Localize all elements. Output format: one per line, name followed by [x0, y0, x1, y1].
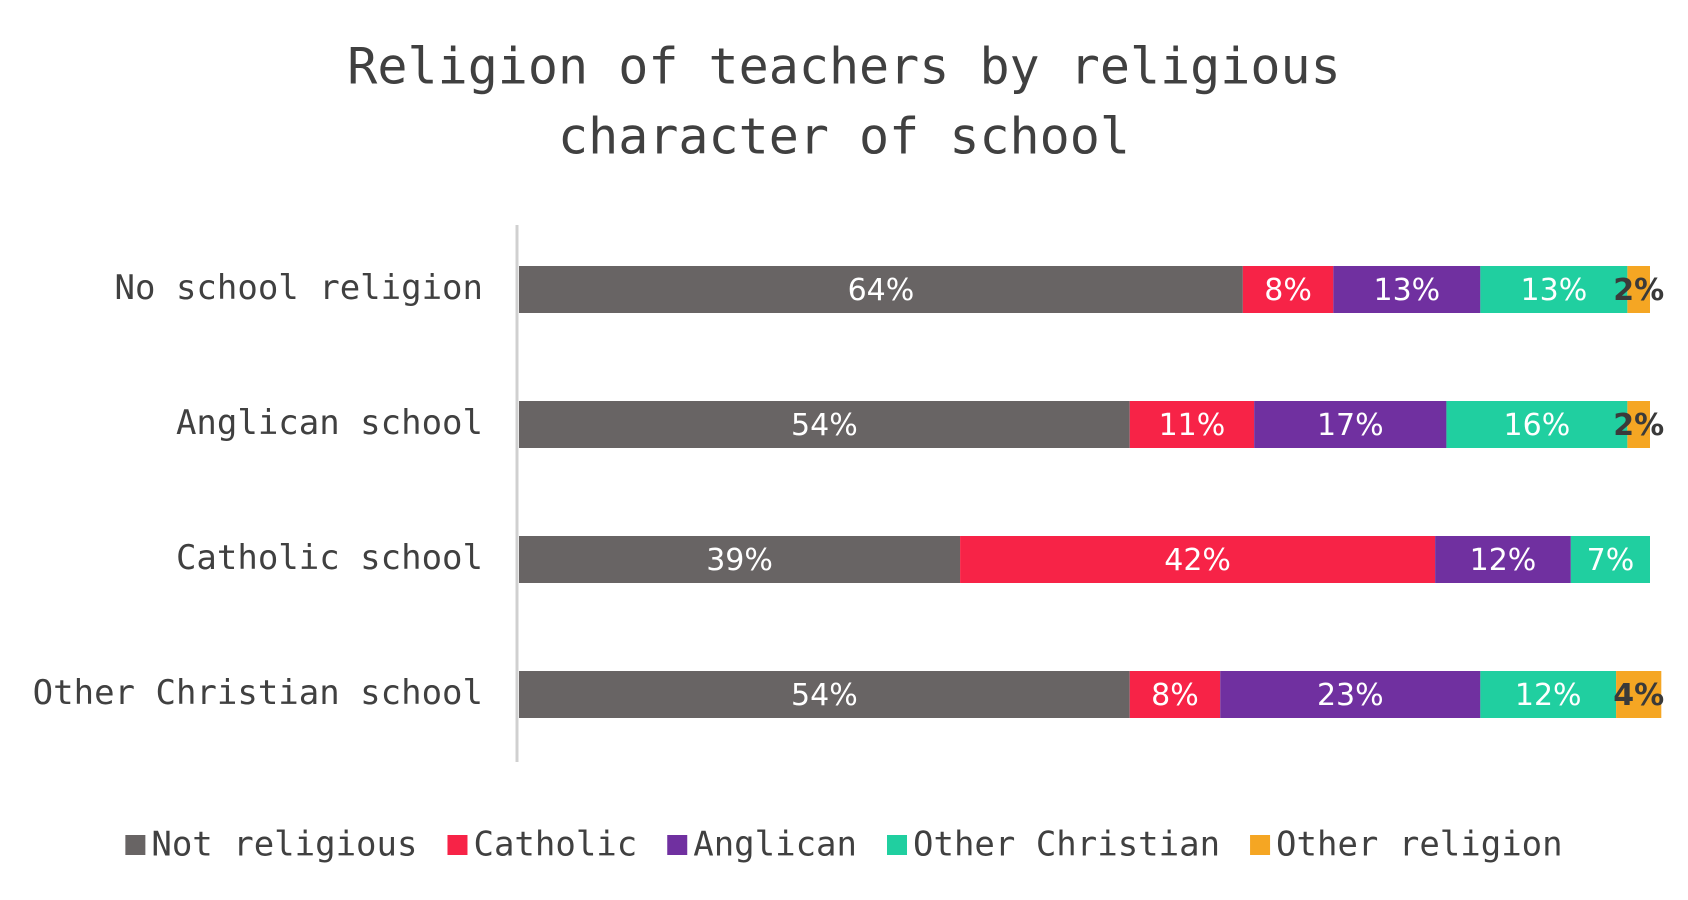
data-label: 13% — [1373, 273, 1440, 308]
data-label: 11% — [1159, 408, 1226, 443]
y-tick-label: Other Christian school — [33, 673, 483, 713]
bar-segment — [1627, 266, 1650, 313]
bar-segment — [1220, 671, 1481, 718]
legend-label: Other religion — [1276, 825, 1563, 865]
bar-segment — [519, 536, 961, 583]
legend-swatch — [125, 835, 146, 855]
data-label: 54% — [791, 678, 858, 713]
y-tick-label: No school religion — [115, 268, 483, 308]
bar-segment — [1616, 671, 1662, 718]
data-label: 23% — [1317, 678, 1384, 713]
bar-segment — [1480, 266, 1628, 313]
y-tick-label: Anglican school — [176, 403, 483, 443]
legend-label: Anglican — [693, 825, 857, 865]
data-label: 54% — [791, 408, 858, 443]
bar-segment — [1129, 671, 1221, 718]
legend-label: Not religious — [151, 825, 417, 865]
chart-subtitle: character of school — [558, 108, 1130, 166]
bar-segment — [1254, 401, 1447, 448]
data-label: 2% — [1613, 273, 1664, 308]
data-label: 4% — [1613, 678, 1664, 713]
legend-swatch — [887, 835, 908, 855]
legend-label: Other Christian — [913, 825, 1220, 865]
y-tick-label: Catholic school — [176, 538, 483, 578]
bar-segment — [519, 671, 1130, 718]
data-label: 17% — [1317, 408, 1384, 443]
bar-segment — [519, 266, 1243, 313]
data-label: 64% — [848, 273, 915, 308]
data-label: 8% — [1151, 678, 1199, 713]
bar-segment — [1242, 266, 1334, 313]
legend-swatch — [447, 835, 468, 855]
legend-label: Catholic — [473, 825, 637, 865]
data-label: 13% — [1521, 273, 1588, 308]
bar-segment — [1333, 266, 1481, 313]
legend-swatch — [1250, 835, 1271, 855]
bar-segment — [1129, 401, 1255, 448]
data-label: 12% — [1515, 678, 1582, 713]
data-label: 7% — [1587, 543, 1635, 578]
bar-segment — [1480, 671, 1617, 718]
bar-segment — [1627, 401, 1650, 448]
bar-segment — [960, 536, 1436, 583]
chart-title: Religion of teachers by religious — [347, 38, 1340, 96]
data-label: 16% — [1504, 408, 1571, 443]
data-label: 39% — [706, 543, 773, 578]
bar-segment — [1570, 536, 1650, 583]
data-label: 8% — [1264, 273, 1312, 308]
bar-segment — [519, 401, 1130, 448]
bar-segment — [1435, 536, 1571, 583]
bar-segment — [1446, 401, 1628, 448]
data-label: 42% — [1164, 543, 1231, 578]
data-label: 12% — [1470, 543, 1537, 578]
data-label: 2% — [1613, 408, 1664, 443]
legend-swatch — [667, 835, 688, 855]
